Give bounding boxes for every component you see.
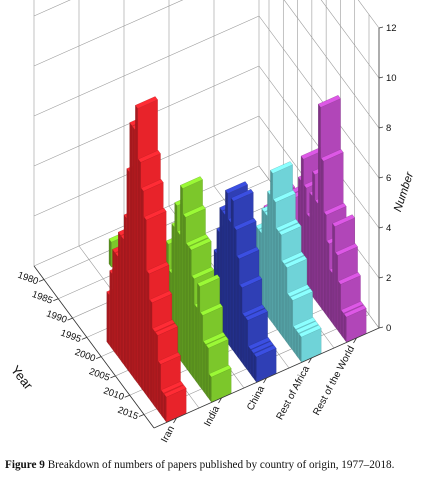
bar-india-2018 — [208, 364, 232, 403]
number-tick-label: 10 — [386, 73, 397, 84]
number-tick-label: 4 — [386, 223, 391, 234]
bar-rest-of-the-world-2018 — [343, 304, 367, 343]
bars — [106, 95, 367, 423]
number-axis-title: Number — [392, 170, 416, 214]
year-tick-label: 1985 — [30, 289, 54, 307]
number-tick-label: 6 — [386, 173, 391, 184]
year-tick-label: 1980 — [16, 270, 40, 288]
year-axis-title: Year — [8, 362, 36, 392]
caption-text: Breakdown of numbers of papers published… — [47, 459, 395, 471]
grid-line-back — [33, 15, 260, 117]
number-tick-label: 0 — [386, 323, 391, 334]
number-tick-label: 8 — [386, 123, 391, 134]
year-axis-line — [33, 265, 155, 429]
year-tick-label: 2010 — [102, 385, 126, 403]
grid-line-right — [283, 0, 380, 129]
year-tick-label: 2015 — [116, 405, 140, 423]
bar-iran-2018 — [163, 384, 187, 423]
figure-caption: Figure 9 Breakdown of numbers of papers … — [5, 458, 422, 472]
number-tick-label: 12 — [386, 23, 397, 34]
grid-line-right — [320, 0, 380, 79]
grid-line-right — [357, 0, 380, 29]
country-label-india: India — [202, 404, 222, 429]
grid-line-right — [258, 15, 380, 179]
number-tick-label: 2 — [386, 273, 391, 284]
grid-line-back — [33, 0, 184, 67]
year-tick-label: 2000 — [73, 347, 97, 365]
caption-label: Figure 9 — [5, 459, 45, 471]
bar-china-2018 — [253, 344, 277, 383]
country-label-china: China — [245, 384, 267, 413]
year-tick-label: 1990 — [45, 308, 69, 326]
bar-chart-3d: 19801985199019952000200520102015YearIran… — [8, 0, 417, 445]
country-label-iran: Iran — [159, 424, 177, 444]
year-tick-label: 1995 — [59, 328, 83, 346]
grid-line-back — [33, 0, 71, 17]
year-tick-label: 2005 — [88, 366, 112, 384]
country-label-rest-of-africa: Rest of Africa — [275, 364, 313, 422]
